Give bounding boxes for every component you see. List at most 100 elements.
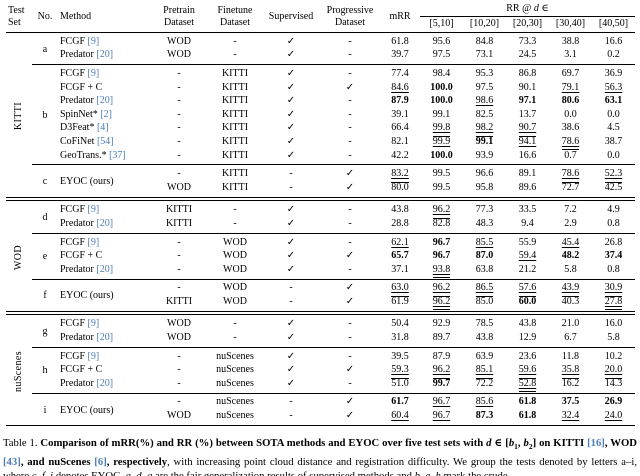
citation-link[interactable]: [20]: [96, 49, 114, 61]
mrr-value-cell: 83.2: [380, 164, 420, 183]
mrr-value-cell: 82.1: [380, 135, 420, 149]
pretrain-dataset: KITTI: [165, 217, 193, 229]
method-name: FCGF [9]: [60, 35, 100, 47]
rr-value-cell: 38.7: [592, 135, 635, 149]
citation-link[interactable]: [4]: [96, 122, 109, 134]
table-row: WOD d FCGF [9] KITTI - ✓ -43.8 96.2 77.3 33.5 7.2 4…: [6, 197, 636, 314]
test-set-name: WOD: [13, 244, 24, 270]
citation-link[interactable]: [9]: [87, 236, 100, 248]
metric-value: 6.7: [564, 332, 577, 344]
progressive-flag: -: [320, 311, 380, 332]
citation-link[interactable]: [9]: [87, 67, 100, 79]
rr-value-cell: 4.5: [592, 122, 635, 136]
table-row: FCGF + C - nuScenes ✓ ✓ 59.3 96.2 85.1 59.6 35.8 2…: [6, 363, 635, 379]
citation-link[interactable]: [20]: [96, 95, 114, 107]
citation-link[interactable]: [54]: [96, 135, 114, 147]
citation-link[interactable]: [9]: [87, 204, 100, 216]
metric-value: 87.0: [475, 250, 494, 262]
citation-link[interactable]: [20]: [96, 217, 114, 229]
citation-link[interactable]: [2]: [100, 108, 112, 120]
metric-value: 69.7: [561, 67, 580, 79]
supervised-flag: -: [262, 164, 320, 181]
group-letter: c: [32, 164, 58, 200]
metric-value: 97.1: [518, 95, 537, 107]
group-letter: f: [32, 278, 58, 314]
progressive-flag: -: [348, 95, 352, 107]
metric-value: 24.5: [518, 49, 537, 61]
metric-value: 86.8: [518, 67, 537, 79]
rr-value-cell: 97.5: [420, 49, 463, 65]
table-row: c EYOC (ours) - KITTI - ✓ 83.2 99.5 96.6 89.1 78.6…: [6, 164, 636, 200]
table-row: Predator [20] WOD - ✓ - 39.7 97.5 73.1 24.5 3.1 0.…: [6, 49, 635, 65]
metric-value: 52.8: [518, 377, 537, 393]
rr-value-cell: 0.0: [592, 108, 635, 122]
rr-value-cell: 0.8: [592, 217, 635, 233]
metric-value: 59.6: [518, 364, 537, 379]
pretrain-dataset: WOD: [167, 332, 191, 344]
progressive-flag: -: [348, 377, 352, 389]
results-table: Test Set No. Method Pretrain Dataset Fin…: [6, 2, 636, 427]
rr-value-cell: 24.0: [592, 409, 635, 426]
caption-text: are the fair generalization results of s…: [152, 469, 415, 476]
metric-value: 43.8: [475, 332, 494, 344]
metric-value: 40.3: [561, 295, 580, 307]
metric-value: 90.7: [518, 122, 537, 137]
method-name: FCGF + C: [60, 250, 103, 262]
rr-value-cell: 40.3: [549, 295, 592, 313]
rr-value-cell: 48.2: [549, 249, 592, 263]
method-name: FCGF [9]: [58, 311, 150, 332]
rr-value-cell: 85.0: [463, 295, 506, 313]
pretrain-dataset: -: [150, 346, 208, 364]
rr-value-cell: 16.6: [592, 32, 635, 49]
rr-value-cell: 13.7: [506, 108, 549, 122]
citation-link[interactable]: [43]: [3, 455, 21, 468]
metric-value: 16.2: [561, 377, 580, 389]
caption-text: b, e, h: [414, 469, 441, 476]
citation-link[interactable]: [20]: [96, 332, 114, 344]
metric-value: 0.0: [564, 108, 577, 120]
metric-value: 57.6: [518, 282, 537, 297]
mrr-value-cell: 37.1: [380, 263, 420, 279]
metric-value: 92.9: [432, 318, 451, 330]
citation-link[interactable]: [9]: [87, 35, 100, 47]
citation-link[interactable]: [20]: [96, 377, 114, 389]
metric-value: 26.8: [604, 236, 623, 248]
finetune-dataset: WOD: [223, 250, 247, 262]
metric-value: 78.6: [561, 135, 580, 151]
metric-value: 87.9: [432, 350, 451, 362]
supervised-flag: -: [289, 181, 293, 193]
group-letter: e: [32, 232, 58, 279]
pretrain-dataset: -: [150, 64, 208, 81]
caption-text: 1: [514, 442, 518, 452]
citation-link[interactable]: [9]: [87, 350, 100, 362]
caption-text: ,: [604, 437, 611, 449]
rr-value-cell: 38.6: [549, 122, 592, 136]
citation-link[interactable]: [9]: [87, 318, 100, 330]
rr-value-cell: 6.7: [549, 331, 592, 347]
supervised-flag: -: [289, 295, 293, 307]
citation-link[interactable]: [37]: [109, 149, 126, 161]
citation-link[interactable]: [20]: [96, 263, 114, 275]
finetune-dataset: WOD: [223, 263, 247, 275]
rr-value-cell: 89.1: [506, 164, 549, 181]
pretrain-dataset: -: [177, 377, 181, 389]
rr-value-cell: 30.9: [592, 278, 636, 297]
rr-value-cell: 63.8: [463, 263, 506, 279]
test-set-label: KITTI: [6, 32, 32, 199]
metric-value: 4.5: [607, 122, 620, 134]
citation-link[interactable]: [6]: [94, 455, 107, 468]
finetune-dataset: nuScenes: [216, 364, 254, 376]
finetune-dataset: WOD: [208, 232, 262, 250]
metric-value: 61.8: [518, 410, 537, 422]
caption-text: d: [486, 437, 492, 449]
supervised-flag: ✓: [286, 122, 296, 134]
metric-value: 7.2: [564, 204, 577, 216]
supervised-flag: -: [262, 278, 320, 296]
method-name: Predator [20]: [60, 332, 114, 344]
citation-link[interactable]: [16]: [587, 437, 605, 449]
progressive-flag: -: [348, 135, 352, 147]
metric-value: 63.1: [604, 95, 623, 107]
metric-value: 96.7: [432, 410, 451, 422]
finetune-dataset: KITTI: [221, 122, 249, 134]
rr-value-cell: 93.8: [420, 263, 463, 279]
